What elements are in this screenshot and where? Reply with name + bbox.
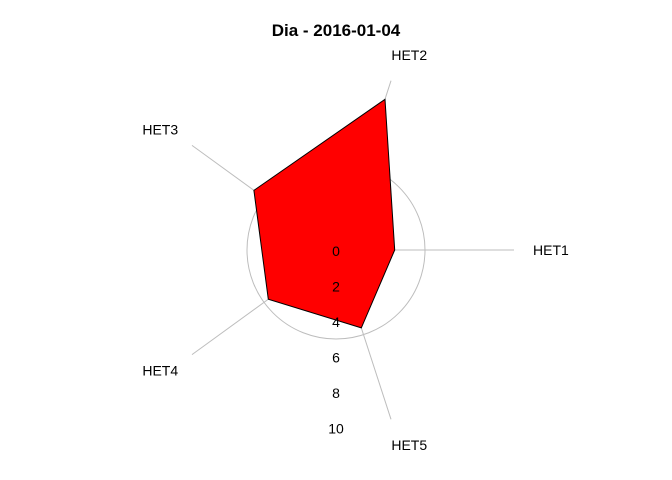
axis-label-het4: HET4 (142, 362, 178, 378)
radial-tick-4: 4 (332, 314, 340, 330)
axis-label-het5: HET5 (391, 437, 427, 453)
radial-tick-8: 8 (332, 385, 340, 401)
radial-tick-layer: 0 2 4 6 8 10 (328, 243, 344, 437)
series-layer (253, 98, 396, 329)
radial-tick-2: 2 (332, 279, 340, 295)
axis-label-layer: HET1 HET2 HET3 HET4 HET5 (142, 47, 569, 453)
axis-label-het2: HET2 (391, 47, 427, 63)
axis-label-het3: HET3 (142, 122, 178, 138)
axis-label-het1: HET1 (533, 242, 569, 258)
chart-title: Dia - 2016-01-04 (272, 21, 401, 40)
radial-tick-10: 10 (328, 421, 344, 437)
series-polygon-0 (253, 98, 396, 329)
radial-tick-0: 0 (332, 243, 340, 259)
radial-tick-6: 6 (332, 350, 340, 366)
